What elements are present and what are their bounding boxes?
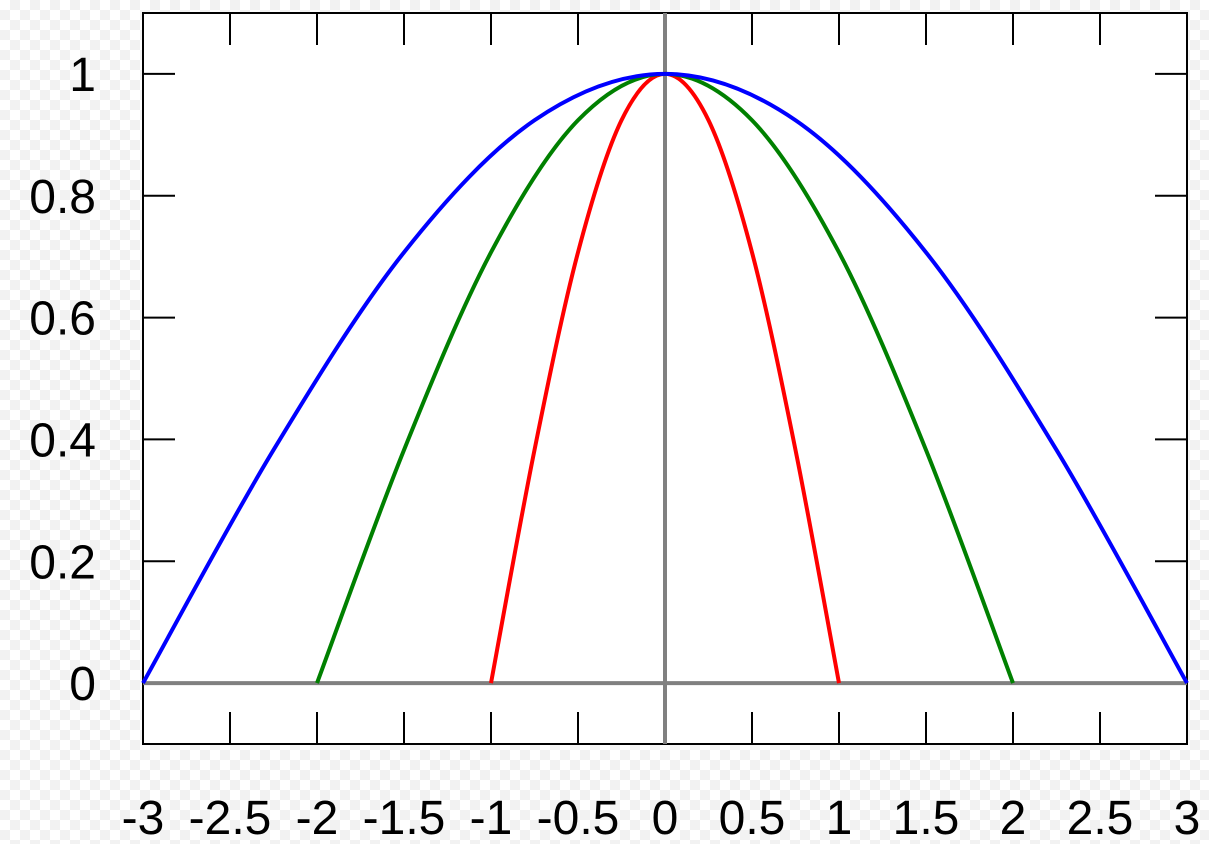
zero-axes [143,13,1187,744]
y-tick-label: 0 [69,658,96,711]
x-tick-label: -2 [296,792,339,844]
x-tick-label: 0 [652,792,679,844]
x-tick-label: -2.5 [189,792,272,844]
x-tick-label: -3 [122,792,165,844]
series-line-3 [141,71,1189,685]
x-tick-label: 1 [826,792,853,844]
y-tick-label: 0.2 [29,536,96,589]
x-tick-label: -1.5 [363,792,446,844]
x-tick-label: 0.5 [719,792,786,844]
x-tick-label: -0.5 [537,792,620,844]
y-tick-label: 0.6 [29,293,96,346]
y-tick-label: 1 [69,49,96,102]
series-lines [141,71,1189,685]
x-tick-label: -1 [470,792,513,844]
y-tick-labels: 0 0.2 0.4 0.6 0.8 1 [29,49,96,711]
x-tick-label: 1.5 [893,792,960,844]
x-tick-label: 2.5 [1067,792,1134,844]
frame-ticks [142,13,1188,744]
x-tick-labels: -3 -2.5 -2 -1.5 -1 -0.5 0 0.5 1 1.5 2 2.5 3 [122,792,1201,844]
y-tick-label: 0.8 [29,171,96,224]
x-tick-label: 2 [1000,792,1027,844]
y-tick-label: 0.4 [29,414,96,467]
x-tick-label: 3 [1174,792,1201,844]
